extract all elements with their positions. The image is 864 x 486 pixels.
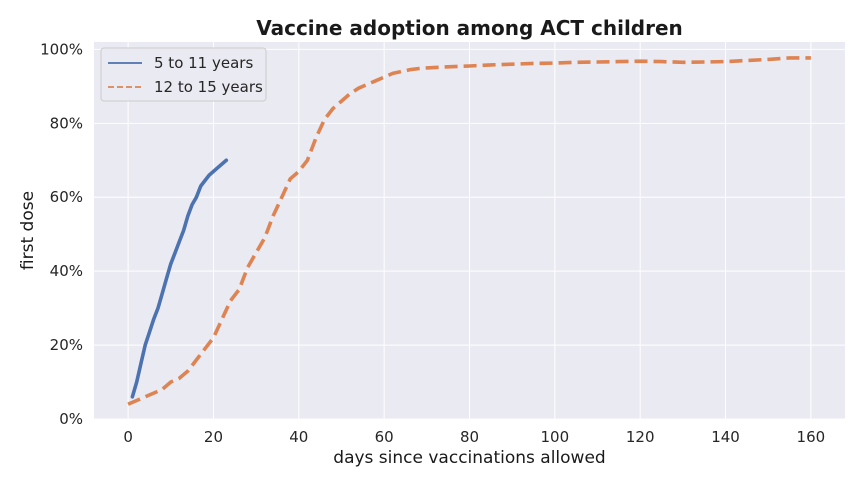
x-tick-label: 20 <box>204 428 223 446</box>
x-tick-label: 0 <box>123 428 133 446</box>
x-axis-label: days since vaccinations allowed <box>333 448 605 468</box>
grid-lines <box>94 42 845 420</box>
legend-label-5-to-11: 5 to 11 years <box>154 54 253 72</box>
series-layer <box>127 56 811 406</box>
y-tick-label: 20% <box>50 336 83 354</box>
y-tick-label: 80% <box>50 114 83 132</box>
x-tick-label: 120 <box>626 428 655 446</box>
legend: 5 to 11 years 12 to 15 years <box>100 47 267 102</box>
series-line-12-to-15 <box>127 56 811 406</box>
y-tick-label: 40% <box>50 262 83 280</box>
x-tick-label: 40 <box>289 428 308 446</box>
y-tick-label: 100% <box>40 40 83 58</box>
x-tick-label: 60 <box>375 428 394 446</box>
x-tick-label: 100 <box>541 428 570 446</box>
y-axis-ticks: 0% 20% 40% 60% 80% 100% <box>40 40 83 428</box>
x-tick-label: 140 <box>711 428 740 446</box>
y-tick-label: 0% <box>59 410 83 428</box>
y-tick-label: 60% <box>50 188 83 206</box>
chart-title: Vaccine adoption among ACT children <box>256 16 683 40</box>
x-tick-label: 80 <box>460 428 479 446</box>
series-line-5-to-11 <box>130 158 229 399</box>
legend-label-12-to-15: 12 to 15 years <box>154 78 263 96</box>
x-tick-label: 160 <box>797 428 826 446</box>
legend-box <box>100 47 267 102</box>
x-axis-ticks: 0 20 40 60 80 100 120 140 160 <box>123 428 825 446</box>
y-axis-label: first dose <box>18 191 38 270</box>
